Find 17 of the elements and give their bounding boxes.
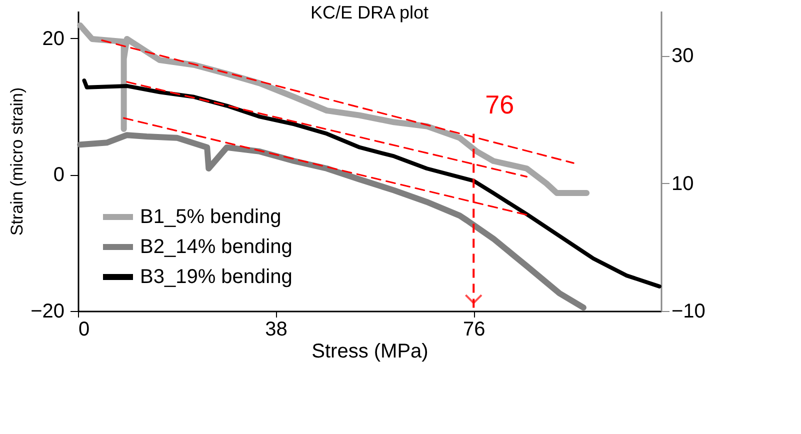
x-tick-label: 0 (78, 318, 90, 340)
x-tick-label: 38 (265, 318, 288, 340)
legend-label: B3_19% bending (140, 266, 292, 288)
annotation: 76 (485, 90, 514, 120)
y2-tick-label: −10 (672, 300, 706, 322)
x-axis-title: Stress (MPa) (312, 340, 428, 362)
y2-tick-label: 10 (672, 172, 694, 195)
chart-title: KC/E DRA plot (310, 2, 429, 22)
y-tick-label: 0 (53, 164, 64, 186)
y2-tick-label: 30 (672, 45, 694, 68)
y-tick-label: 20 (42, 28, 64, 50)
line-series (82, 78, 662, 288)
legend-label: B1_5% bending (140, 206, 282, 228)
x-tick-label: 76 (462, 318, 486, 340)
y-axis-title: Strain (micro strain) (8, 87, 27, 236)
legend-label: B2_14% bending (140, 236, 292, 258)
y-tick-label: −20 (30, 300, 64, 322)
